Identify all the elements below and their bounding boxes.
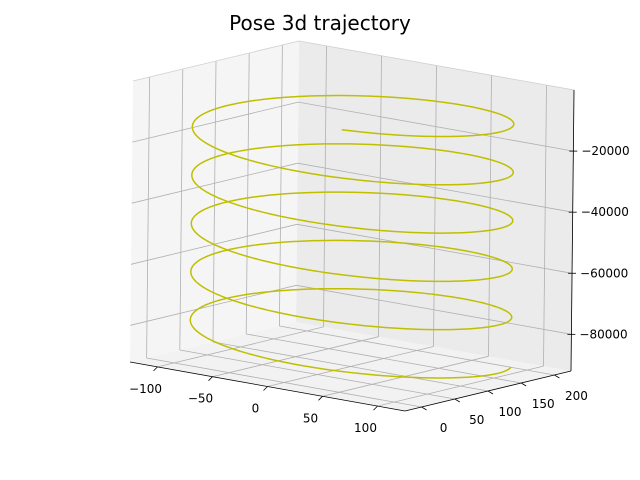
grid-line-x-back bbox=[323, 45, 327, 327]
grid-line-y-left bbox=[279, 44, 283, 327]
x-tick-mark bbox=[373, 405, 378, 411]
y-tick-label: 200 bbox=[565, 389, 588, 403]
grid-line-y-left bbox=[245, 52, 250, 335]
y-tick-label: 150 bbox=[532, 397, 555, 411]
y-tick-mark bbox=[421, 406, 427, 411]
grid-line-z-left bbox=[131, 162, 298, 204]
grid-line-y-floor bbox=[179, 349, 455, 400]
grid-line-y-floor bbox=[212, 341, 489, 392]
x-tick-mark bbox=[153, 366, 158, 372]
grid-line-y-floor bbox=[246, 333, 522, 384]
z-tick-label: −40000 bbox=[581, 205, 629, 219]
grid-lines bbox=[130, 44, 574, 408]
grid-line-x-back bbox=[433, 65, 437, 347]
trajectory-line bbox=[189, 94, 515, 379]
tick-labels: −100 −50 0 50 100 0 50 100 150 200 −20000 −40000 −60… bbox=[129, 144, 630, 435]
z-tick-label: −80000 bbox=[579, 327, 627, 341]
chart-title: Pose 3d trajectory bbox=[229, 11, 411, 35]
grid-line-z-back bbox=[298, 101, 574, 152]
grid-line-z-left bbox=[132, 101, 299, 143]
y-tick-label: 100 bbox=[499, 405, 522, 419]
z-tick-label: −20000 bbox=[581, 144, 629, 158]
x-tick-mark bbox=[263, 386, 268, 391]
x-tick-label: −50 bbox=[188, 392, 213, 406]
x-tick-label: −100 bbox=[129, 382, 162, 396]
tick-marks bbox=[153, 150, 578, 411]
grid-line-y-left bbox=[146, 76, 150, 359]
y-tick-label: 0 bbox=[440, 421, 448, 435]
x-tick-mark bbox=[208, 376, 213, 381]
y-tick-mark bbox=[554, 374, 560, 379]
y-tick-mark bbox=[487, 390, 494, 395]
y-tick-mark bbox=[520, 382, 527, 387]
grid-line-y-left bbox=[212, 60, 217, 343]
y-tick-label: 50 bbox=[469, 413, 484, 427]
x-tick-mark bbox=[318, 396, 323, 401]
grid-line-z-back bbox=[296, 223, 573, 274]
grid-line-y-left bbox=[179, 68, 184, 351]
grid-line-z-back bbox=[297, 162, 573, 213]
grid-line-x-back bbox=[543, 85, 547, 367]
grid-line-z-back bbox=[296, 284, 572, 335]
z-axis-line bbox=[570, 89, 575, 372]
y-tick-mark bbox=[454, 398, 461, 403]
grid-line-x-back bbox=[488, 75, 492, 357]
x-tick-label: 50 bbox=[303, 411, 318, 425]
x-tick-label: 0 bbox=[252, 402, 260, 416]
grid-line-y-floor bbox=[146, 357, 422, 408]
z-tick-label: −60000 bbox=[580, 266, 628, 280]
grid-line-y-floor bbox=[279, 325, 555, 376]
x-tick-label: 100 bbox=[354, 421, 377, 435]
